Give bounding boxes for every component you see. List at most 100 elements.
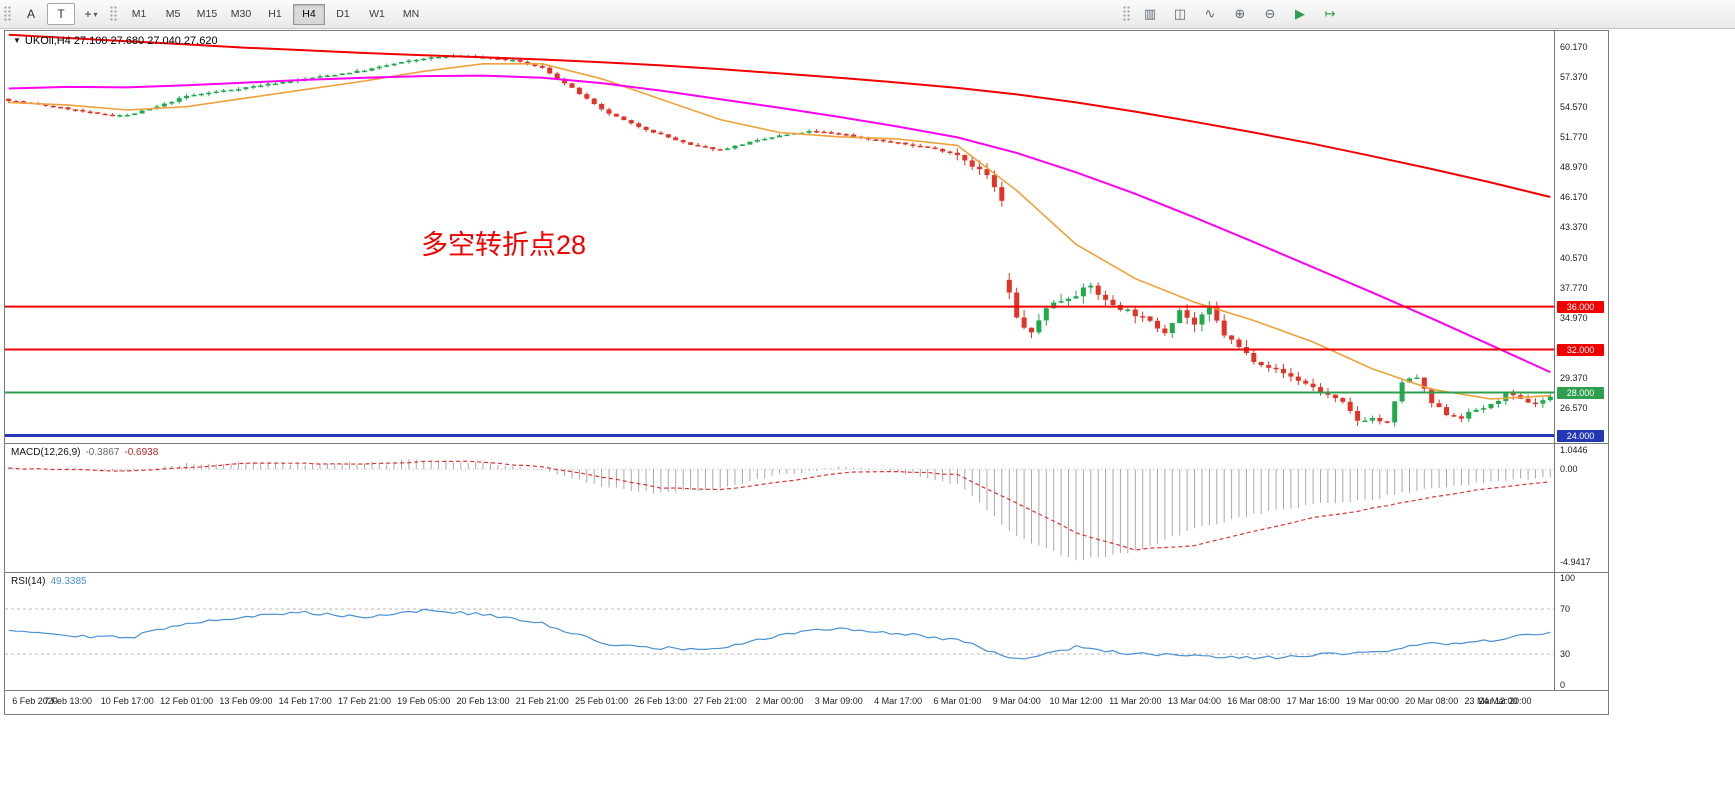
timeframe-M1-button[interactable]: M1: [131, 8, 147, 20]
chart-tools-group: ▥ ◫ ∿ ⊕ ⊖ ▶ ↦: [1135, 3, 1345, 25]
timeframe-MN-button[interactable]: MN: [402, 8, 420, 20]
toolbar-grip[interactable]: [4, 6, 12, 22]
time-axis-label: 9 Mar 04:00: [992, 696, 1041, 706]
rsi-line: [8, 608, 1551, 660]
time-axis-label: 20 Feb 13:00: [456, 696, 510, 706]
rsi-axis-label: 0: [1560, 680, 1566, 690]
time-axis-label: 3 Mar 09:00: [814, 696, 863, 706]
ohlc-readout: ▼ UKOil,H4 27.100 27.680 27.040 27.620: [13, 35, 218, 47]
macd-axis-label: 0.00: [1560, 464, 1578, 475]
time-axis-label: 12 Feb 01:00: [160, 696, 214, 706]
macd-axis-label: 1.0446: [1560, 444, 1588, 455]
price-axis-label: 34.970: [1560, 312, 1588, 323]
price-axis-label: 54.570: [1560, 102, 1588, 113]
time-axis-label: 13 Feb 09:00: [219, 696, 273, 706]
crosshair-tool-button[interactable]: + ▾: [84, 7, 98, 21]
price-pane: 60.170 57.370 54.570 51.770 48.970 46.170 43.3…: [5, 31, 1608, 444]
macd-axis: 1.0446 0.00 -4.9417: [1554, 444, 1608, 572]
timeframe-group: M1 M5 M15 M30 H1 H4 D1 W1 MN: [122, 3, 428, 25]
timeframe-H1-button[interactable]: H1: [268, 8, 282, 20]
macd-axis-label: -4.9417: [1560, 556, 1591, 567]
macd-histogram: [8, 459, 1551, 561]
line-chart-icon[interactable]: ∿: [1204, 6, 1216, 21]
rsi-name: RSI(14): [11, 576, 46, 587]
zoom-in-icon[interactable]: ⊕: [1234, 6, 1246, 21]
price-axis-label: 60.170: [1560, 41, 1588, 52]
price-axis-label: 26.570: [1560, 402, 1588, 413]
symbol-marker-icon[interactable]: ▼: [13, 36, 21, 45]
toolbar-grip[interactable]: [1123, 6, 1131, 22]
time-axis[interactable]: 6 Feb 2020 7 Feb 13:00 10 Feb 17:00 12 Feb …: [5, 691, 1608, 714]
price-level-badge: 24.000: [1557, 429, 1604, 442]
chevron-down-icon: ▾: [93, 9, 98, 19]
time-axis-label: 7 Feb 13:00: [43, 696, 93, 706]
arrow-style-tool-button[interactable]: A: [26, 7, 35, 21]
macd-label: MACD(12,26,9) -0.3867 -0.6938: [11, 447, 158, 458]
ohlc-readout-text: UKOil,H4 27.100 27.680 27.040 27.620: [24, 35, 218, 47]
timeframe-H4-button[interactable]: H4: [293, 3, 325, 25]
time-axis-label: 20 Mar 08:00: [1405, 696, 1459, 706]
time-axis-label: 23 Mar 12:00: [1464, 696, 1518, 706]
rsi-axis-label: 70: [1560, 604, 1571, 614]
rsi-axis: 100 70 30 0: [1554, 573, 1608, 690]
time-axis-label: 16 Mar 08:00: [1227, 696, 1281, 706]
rsi-label: RSI(14) 49.3385: [11, 576, 87, 587]
ma-slow-line: [8, 33, 1551, 198]
time-axis-label: 19 Feb 05:00: [397, 696, 451, 706]
time-axis-label: 24 Mar 20:00: [1478, 696, 1532, 706]
timeframe-M5-button[interactable]: M5: [165, 8, 181, 20]
timeframe-M15-button[interactable]: M15: [196, 8, 218, 20]
ma-fast-line: [8, 62, 1551, 400]
toolbar-grip[interactable]: [110, 6, 118, 22]
auto-scroll-icon[interactable]: ▶: [1295, 6, 1305, 21]
time-axis-label: 21 Feb 21:00: [515, 696, 569, 706]
macd-plot[interactable]: [5, 444, 1554, 572]
time-axis-label: 27 Feb 21:00: [693, 696, 747, 706]
bar-chart-icon[interactable]: ▥: [1143, 6, 1157, 21]
time-axis-label: 2 Mar 00:00: [755, 696, 804, 706]
time-axis-label: 10 Mar 12:00: [1049, 696, 1103, 706]
time-axis-label: 4 Mar 17:00: [874, 696, 923, 706]
time-axis-label: 14 Feb 17:00: [278, 696, 332, 706]
chart-annotation[interactable]: 多空转折点28: [421, 230, 587, 260]
price-plot[interactable]: [5, 31, 1554, 443]
rsi-axis-label: 30: [1560, 649, 1571, 659]
time-axis-label: 19 Mar 00:00: [1345, 696, 1399, 706]
time-axis-label: 26 Feb 13:00: [634, 696, 688, 706]
rsi-axis-label: 100: [1560, 573, 1576, 583]
time-axis-label: 11 Mar 20:00: [1109, 696, 1162, 706]
macd-signal-value: -0.6938: [124, 447, 159, 458]
time-axis-label: 17 Feb 21:00: [337, 696, 392, 706]
macd-main-value: -0.3867: [85, 447, 120, 458]
price-axis-label: 57.370: [1560, 72, 1588, 82]
time-axis-label: 13 Mar 04:00: [1167, 696, 1222, 706]
macd-signal-line: [8, 460, 1551, 551]
tools-group: A T + ▾: [16, 3, 106, 25]
time-axis-label: 6 Mar 01:00: [933, 696, 982, 706]
ma-medium-line: [8, 74, 1551, 374]
timeframe-D1-button[interactable]: D1: [336, 8, 350, 20]
candlestick-chart-icon[interactable]: ◫: [1173, 6, 1187, 21]
zoom-out-icon[interactable]: ⊖: [1264, 6, 1276, 21]
text-tool-button[interactable]: T: [47, 3, 75, 25]
time-axis-label: 25 Feb 01:00: [575, 696, 629, 706]
rsi-plot[interactable]: [5, 573, 1554, 690]
time-axis-label: 6 Feb 2020: [12, 696, 58, 706]
price-axis[interactable]: 60.170 57.370 54.570 51.770 48.970 46.170 43.3…: [1554, 31, 1608, 443]
candles: [6, 53, 1553, 427]
time-axis-label: 17 Mar 16:00: [1286, 696, 1340, 706]
timeframe-W1-button[interactable]: W1: [369, 8, 385, 20]
chart-window: 60.170 57.370 54.570 51.770 48.970 46.170 43.3…: [4, 30, 1609, 715]
timeframe-M30-button[interactable]: M30: [230, 8, 252, 20]
price-level-badge: 32.000: [1557, 343, 1604, 356]
time-axis-label: 10 Feb 17:00: [100, 696, 154, 706]
toolbar: A T + ▾ M1 M5 M15 M30 H1 H4 D1 W1 MN ▥ ◫ ∿ ⊕ ⊖ ▶ ↦: [0, 0, 1735, 29]
price-axis-label: 29.370: [1560, 372, 1588, 383]
macd-pane: 1.0446 0.00 -4.9417 MACD(12,26,9) -0.3867 -0…: [5, 444, 1608, 573]
price-axis-label: 51.770: [1560, 132, 1588, 143]
price-axis-label: 48.970: [1560, 162, 1588, 173]
price-axis-label: 43.370: [1560, 222, 1588, 233]
rsi-value: 49.3385: [50, 576, 87, 587]
chart-shift-icon[interactable]: ↦: [1324, 6, 1336, 21]
price-level-badge: 28.000: [1557, 386, 1604, 399]
